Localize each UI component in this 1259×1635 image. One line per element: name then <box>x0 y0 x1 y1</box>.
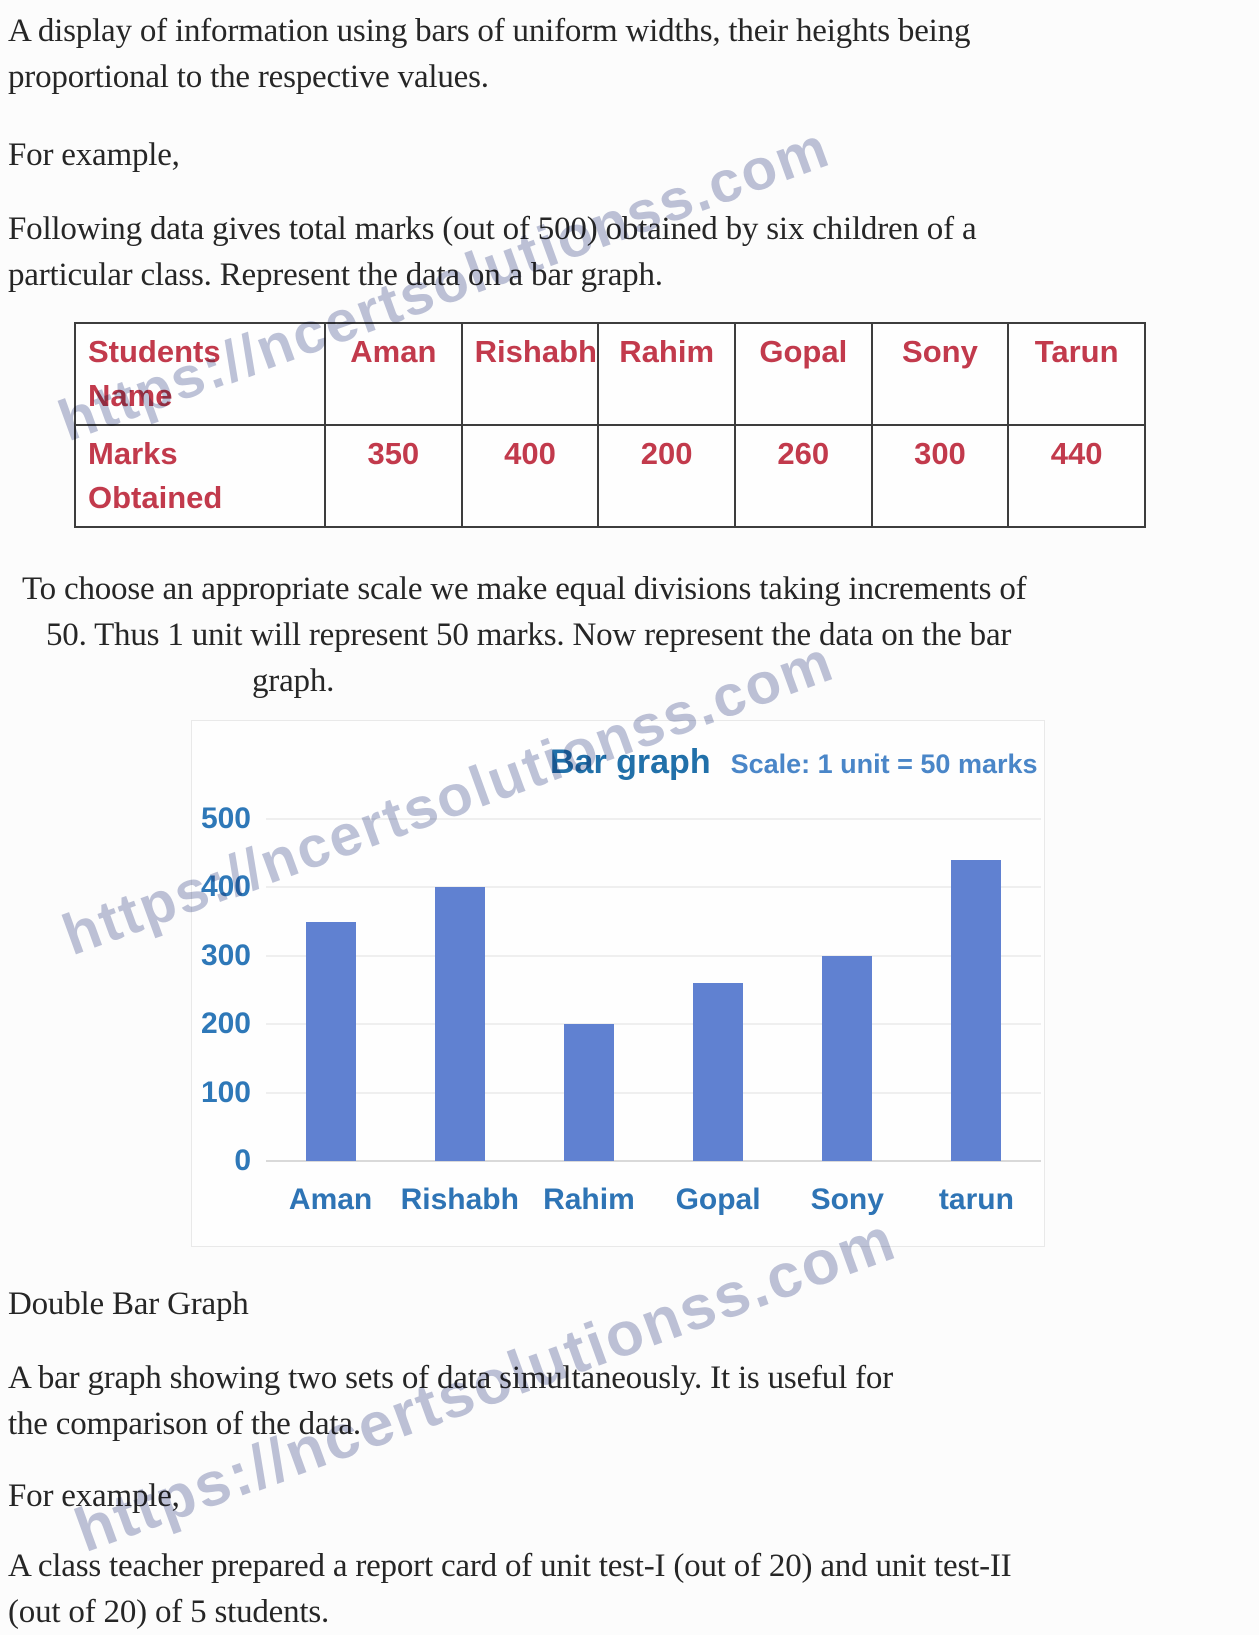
table-row-marks: Marks Obtained 350 400 200 260 300 440 <box>74 424 1146 528</box>
table-cell-student: Gopal <box>733 322 873 426</box>
x-label-Aman: Aman <box>288 1183 373 1216</box>
paragraph-for-example-1: For example, <box>8 137 180 173</box>
paragraph-following-line: Following data gives total marks (out of… <box>8 211 977 247</box>
x-label-Rahim: Rahim <box>543 1183 635 1216</box>
table-cell-mark: 200 <box>597 424 736 528</box>
table-cell-student: Rahim <box>597 322 736 426</box>
gridline-0 <box>266 1160 1041 1162</box>
table-header-students-name: Students Name <box>74 322 326 426</box>
chart-title-row: Bar graph Scale: 1 unit = 50 marks <box>550 743 1038 782</box>
paragraph-scale-note: To choose an appropriate scale we make e… <box>8 566 1259 704</box>
marks-table: Students Name Aman Rishabh Rahim Gopal S… <box>74 322 1146 528</box>
bar-slot-Rishabh <box>395 819 524 1161</box>
bar-slot-tarun <box>912 819 1041 1161</box>
bar-chart-panel: Bar graph Scale: 1 unit = 50 marks 500 40… <box>191 720 1045 1247</box>
table-cell-student: Aman <box>324 322 463 426</box>
table-cell-mark: 260 <box>733 424 873 528</box>
x-label-Gopal: Gopal <box>675 1183 761 1216</box>
bar-Rahim <box>563 1024 614 1161</box>
y-tick-label-100: 100 <box>200 1075 251 1109</box>
y-tick-label-0: 0 <box>234 1144 251 1177</box>
x-label-Rishabh: Rishabh <box>400 1183 519 1216</box>
paragraph-report-line: A class teacher prepared a report card o… <box>8 1548 1012 1584</box>
bar-Aman <box>305 921 356 1161</box>
x-axis-labels: Aman Rishabh Rahim Gopal Sony tarun <box>266 1183 1041 1227</box>
x-label-tarun: tarun <box>938 1183 1014 1216</box>
paragraph-intro-line: proportional to the respective values. <box>8 59 489 95</box>
table-cell-student: Rishabh <box>460 322 600 426</box>
table-cell-mark: 400 <box>460 424 600 528</box>
gridline-400 <box>266 886 1041 889</box>
y-tick-label-400: 400 <box>200 870 251 904</box>
plot-area: 500 400 300 200 100 0 <box>201 802 1041 1177</box>
x-label-Sony: Sony <box>810 1183 884 1216</box>
y-tick-label-300: 300 <box>200 938 251 972</box>
gridline-200 <box>266 1023 1041 1026</box>
table-cell-mark: 300 <box>870 424 1010 528</box>
bar-Gopal <box>693 983 744 1161</box>
paragraph-report-card: A class teacher prepared a report card o… <box>8 1543 1259 1635</box>
paragraph-double-bar-heading: Double Bar Graph <box>8 1286 249 1322</box>
paragraph-intro-line: A display of information using bars of u… <box>8 13 971 49</box>
table-row-students: Students Name Aman Rishabh Rahim Gopal S… <box>74 322 1146 426</box>
paragraph-scale-note-line: To choose an appropriate scale we make e… <box>22 571 1027 607</box>
table-cell-student: Tarun <box>1007 322 1146 426</box>
paragraph-scale-note-line: graph. <box>252 663 335 699</box>
bar-Rishabh <box>434 887 485 1161</box>
paragraph-for-example-2: For example, <box>8 1478 180 1514</box>
bar-slot-Rahim <box>524 819 653 1161</box>
paragraph-report-line: (out of 20) of 5 students. <box>8 1594 330 1630</box>
paragraph-scale-note-line: 50. Thus 1 unit will represent 50 marks.… <box>46 617 1012 653</box>
paragraph-intro: A display of information using bars of u… <box>8 8 1259 100</box>
bar-slot-Sony <box>783 819 912 1161</box>
bar-slot-Aman <box>266 819 395 1161</box>
y-tick-label-500: 500 <box>200 802 251 835</box>
table-cell-mark: 350 <box>324 424 463 528</box>
paragraph-following-line: particular class. Represent the data on … <box>8 257 663 293</box>
table-cell-mark: 440 <box>1007 424 1146 528</box>
chart-title: Bar graph <box>550 743 711 781</box>
paragraph-double-bar-desc: A bar graph showing two sets of data sim… <box>8 1355 1259 1447</box>
gridline-300 <box>266 954 1041 957</box>
gridline-100 <box>266 1091 1041 1094</box>
y-tick-label-200: 200 <box>200 1007 251 1041</box>
bar-slot-Gopal <box>654 819 783 1161</box>
paragraph-double-bar-line: the comparison of the data. <box>8 1406 361 1442</box>
table-cell-student: Sony <box>870 322 1010 426</box>
table-header-marks-obtained: Marks Obtained <box>74 424 326 528</box>
bar-Sony <box>822 955 873 1161</box>
bar-tarun <box>951 860 1002 1161</box>
paragraph-double-bar-line: A bar graph showing two sets of data sim… <box>8 1360 893 1396</box>
paragraph-following-data: Following data gives total marks (out of… <box>8 206 1259 298</box>
gridline-500 <box>266 818 1041 820</box>
chart-scale-label: Scale: 1 unit = 50 marks <box>730 749 1038 779</box>
